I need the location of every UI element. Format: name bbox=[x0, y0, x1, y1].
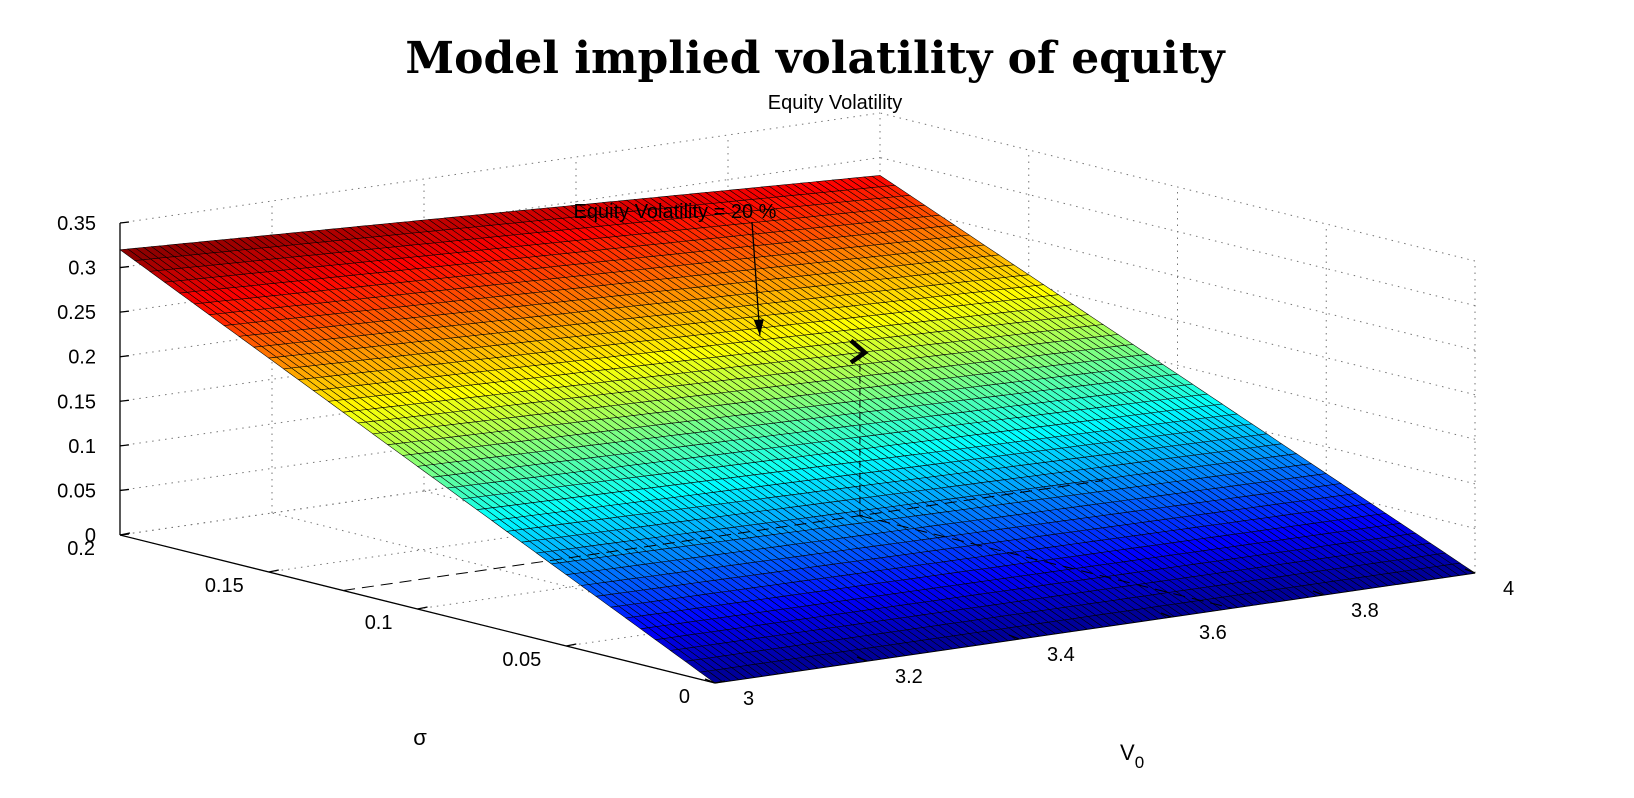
x-axis-label: V0 bbox=[1120, 740, 1144, 772]
annotation-text: Equity Volatility = 20 % bbox=[574, 201, 777, 223]
z-tick-mark-4 bbox=[119, 355, 130, 358]
y-axis-label: σ bbox=[413, 725, 427, 750]
y-tick-label-4: 0.2 bbox=[67, 538, 95, 560]
y-tick-mark-2 bbox=[417, 606, 428, 610]
z-tick-label-3: 0.15 bbox=[57, 391, 96, 413]
x-axis-label-sub: 0 bbox=[1135, 753, 1144, 772]
y-tick-mark-3 bbox=[268, 569, 279, 573]
grid-sidewall-z-7 bbox=[879, 112, 1476, 262]
x-tick-label-2: 3.4 bbox=[1047, 644, 1075, 666]
y-tick-mark-1 bbox=[566, 643, 577, 647]
grid-sidewall-z-3 bbox=[879, 290, 1476, 440]
z-tick-label-2: 0.1 bbox=[68, 436, 96, 458]
x-tick-label-5: 4 bbox=[1503, 578, 1514, 600]
axes-title: Equity Volatility bbox=[768, 92, 903, 114]
x-tick-label-4: 3.8 bbox=[1351, 600, 1379, 622]
x-tick-label-1: 3.2 bbox=[895, 666, 923, 688]
z-tick-label-5: 0.25 bbox=[57, 302, 96, 324]
z-tick-mark-2 bbox=[119, 444, 130, 447]
grid-sidewall-z-5 bbox=[879, 201, 1476, 351]
y-tick-label-0: 0 bbox=[679, 686, 690, 708]
grid-floor-x-1 bbox=[271, 512, 868, 662]
z-tick-label-7: 0.35 bbox=[57, 213, 96, 235]
z-tick-label-6: 0.3 bbox=[68, 258, 96, 280]
z-tick-mark-7 bbox=[119, 221, 130, 224]
z-tick-mark-5 bbox=[119, 310, 130, 313]
z-tick-mark-1 bbox=[119, 488, 130, 492]
z-tick-label-4: 0.2 bbox=[68, 347, 96, 369]
z-tick-mark-3 bbox=[119, 399, 130, 402]
y-tick-label-3: 0.15 bbox=[205, 575, 244, 597]
grid-sidewall-z-6 bbox=[879, 157, 1476, 307]
y-tick-label-2: 0.1 bbox=[365, 612, 393, 634]
surface-plot bbox=[119, 175, 1476, 684]
x-axis-label-main: V bbox=[1120, 740, 1135, 765]
grid-backwall-z-7 bbox=[119, 112, 881, 224]
y-tick-label-1: 0.05 bbox=[502, 649, 541, 671]
x-tick-label-3: 3.6 bbox=[1199, 622, 1227, 644]
z-tick-label-1: 0.05 bbox=[57, 480, 96, 502]
figure-suptitle: Model implied volatility of equity bbox=[405, 33, 1226, 84]
x-tick-label-0: 3 bbox=[743, 688, 754, 710]
z-tick-mark-6 bbox=[119, 265, 130, 269]
grid-sidewall-z-4 bbox=[879, 246, 1476, 396]
